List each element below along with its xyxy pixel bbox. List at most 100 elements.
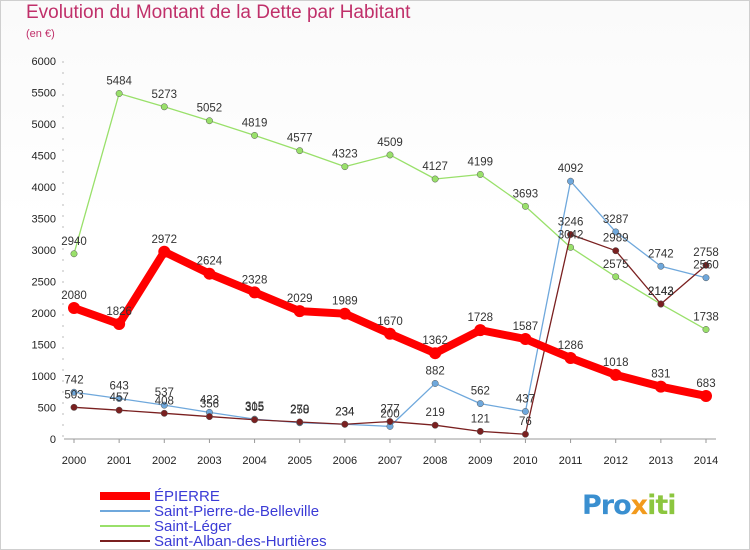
data-label: 76 — [519, 416, 532, 428]
data-label: 315 — [245, 401, 264, 413]
data-label: 5484 — [106, 76, 132, 88]
x-tick-label: 2004 — [242, 455, 266, 467]
data-label: 1018 — [603, 357, 629, 369]
axes: 0 500 1000 1500 2000 2500 3000 3500 4000 4500 5000… — [32, 56, 719, 467]
data-point — [341, 420, 349, 428]
data-label: 2328 — [242, 274, 268, 286]
x-tick-label: 2010 — [513, 455, 537, 467]
data-label: 1362 — [422, 335, 448, 347]
data-label: 4199 — [467, 156, 493, 168]
y-tick-label: 4000 — [32, 182, 56, 194]
x-tick-label: 2003 — [197, 455, 221, 467]
data-point — [386, 151, 394, 159]
data-label: 305 — [245, 402, 264, 414]
data-label: 437 — [516, 393, 535, 405]
y-tick-label: 5000 — [32, 119, 56, 131]
data-point — [519, 333, 532, 346]
data-point — [160, 401, 168, 409]
data-label: 1738 — [693, 312, 719, 324]
data-label: 2080 — [61, 290, 87, 302]
data-label: 356 — [200, 399, 219, 411]
data-point — [612, 228, 620, 236]
data-label: 1587 — [513, 321, 539, 333]
data-point — [567, 231, 575, 238]
data-label: 4509 — [377, 137, 403, 149]
series-line — [73, 92, 707, 331]
data-label: 1989 — [332, 296, 358, 308]
legend-label: Saint-Pierre-de-Belleville — [154, 503, 319, 520]
data-point — [702, 274, 710, 282]
data-point — [251, 416, 259, 424]
x-tick-label: 2001 — [107, 455, 131, 467]
data-point — [160, 409, 168, 417]
data-label: 643 — [110, 380, 129, 392]
data-label: 2940 — [61, 236, 87, 248]
data-point — [609, 368, 622, 381]
data-label: 219 — [426, 407, 445, 419]
y-tick-label: 1500 — [32, 340, 56, 352]
data-label: 277 — [380, 404, 399, 416]
logo-part-2: x — [630, 490, 648, 521]
data-label: 2742 — [648, 248, 674, 260]
data-point — [612, 273, 620, 281]
data-label: 882 — [426, 365, 445, 377]
data-point — [296, 147, 304, 155]
data-label: 5052 — [197, 103, 223, 115]
data-label: 2624 — [197, 256, 223, 268]
data-label: 457 — [110, 392, 129, 404]
data-label: 423 — [200, 394, 219, 406]
data-point — [431, 175, 439, 183]
legend-label: Saint-Léger — [154, 518, 232, 535]
data-point — [248, 286, 261, 299]
x-tick-label: 2011 — [559, 455, 583, 467]
x-tick-label: 2005 — [287, 455, 311, 467]
x-tick-label: 2009 — [468, 455, 492, 467]
data-label: 200 — [380, 408, 399, 420]
data-label: 1286 — [558, 340, 584, 352]
data-point — [429, 347, 442, 360]
data-point — [564, 351, 577, 364]
data-point — [293, 305, 306, 318]
data-point — [338, 307, 351, 320]
data-point — [702, 261, 710, 269]
data-point — [115, 90, 123, 97]
data-label: 4323 — [332, 149, 358, 161]
data-label: 537 — [155, 387, 174, 399]
data-label: 4577 — [287, 133, 313, 145]
data-label: 270 — [290, 404, 309, 416]
data-label: 3042 — [558, 229, 584, 241]
legend: ÉPIERRESaint-Pierre-de-BellevilleSaint-L… — [100, 488, 327, 550]
data-label: 1728 — [467, 312, 493, 324]
data-label: 2029 — [287, 293, 313, 305]
data-label: 2972 — [151, 234, 177, 246]
data-point — [476, 427, 484, 435]
logo-part-1: Pro — [582, 490, 632, 521]
data-point — [476, 171, 484, 178]
data-label: 2560 — [693, 260, 719, 272]
proxiti-logo: Proxiti — [582, 490, 677, 521]
data-point — [158, 245, 171, 258]
x-tick-label: 2000 — [62, 455, 86, 467]
logo-part-3: iti — [647, 490, 676, 521]
x-tick-label: 2007 — [378, 455, 402, 467]
data-point — [567, 177, 575, 185]
data-point — [700, 389, 712, 402]
data-point — [654, 380, 667, 393]
data-point — [160, 103, 168, 111]
y-tick-label: 3500 — [32, 214, 56, 226]
data-point — [296, 418, 304, 426]
data-point — [70, 403, 78, 411]
data-label: 234 — [335, 406, 355, 418]
data-labels: 742 643 537 423 315 258 234 200 882 562 437 4092 328… — [61, 76, 719, 429]
data-label: 1826 — [106, 306, 132, 318]
legend-label: Saint-Alban-des-Hurtières — [154, 533, 327, 550]
x-tick-label: 2014 — [694, 455, 718, 467]
series-layer — [68, 90, 712, 438]
data-label: 2143 — [648, 286, 674, 298]
data-label: 683 — [696, 378, 715, 390]
data-point — [205, 413, 213, 421]
data-point — [476, 400, 484, 408]
data-label: 562 — [471, 386, 490, 398]
data-point — [251, 131, 259, 139]
data-point — [521, 202, 529, 210]
